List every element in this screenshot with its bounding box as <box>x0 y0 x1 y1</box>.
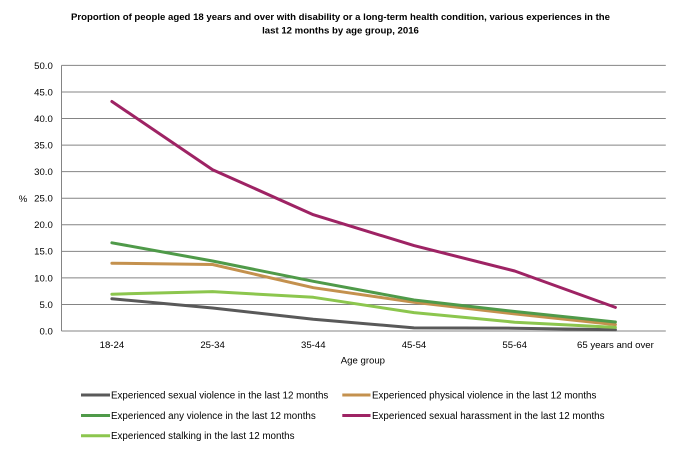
svg-text:45.0: 45.0 <box>34 87 53 98</box>
svg-text:Age group: Age group <box>341 356 385 367</box>
svg-text:5.0: 5.0 <box>39 300 52 311</box>
svg-text:0.0: 0.0 <box>39 326 52 337</box>
svg-text:last 12 months by age group, 2: last 12 months by age group, 2016 <box>262 26 419 37</box>
svg-text:Experienced stalking in the la: Experienced stalking in the last 12 mont… <box>111 431 295 442</box>
svg-text:35.0: 35.0 <box>34 140 53 151</box>
svg-text:25.0: 25.0 <box>34 194 53 205</box>
svg-text:%: % <box>19 194 28 205</box>
svg-text:Experienced sexual harassment: Experienced sexual harassment in the las… <box>372 411 605 422</box>
svg-text:65 years and over: 65 years and over <box>577 340 655 351</box>
svg-text:Experienced sexual violence in: Experienced sexual violence in the last … <box>111 390 328 401</box>
svg-text:Experienced physical violence: Experienced physical violence in the las… <box>372 390 596 401</box>
svg-text:35-44: 35-44 <box>301 340 326 351</box>
svg-text:Experienced any violence in th: Experienced any violence in the last 12 … <box>111 411 316 422</box>
svg-text:25-34: 25-34 <box>200 340 225 351</box>
svg-text:20.0: 20.0 <box>34 220 53 231</box>
svg-text:45-54: 45-54 <box>402 340 427 351</box>
svg-text:30.0: 30.0 <box>34 167 53 178</box>
svg-text:40.0: 40.0 <box>34 114 53 125</box>
svg-text:Proportion of people aged 18 y: Proportion of people aged 18 years and o… <box>71 12 610 23</box>
svg-text:10.0: 10.0 <box>34 273 53 284</box>
svg-text:18-24: 18-24 <box>100 340 125 351</box>
svg-text:15.0: 15.0 <box>34 247 53 258</box>
svg-text:50.0: 50.0 <box>34 61 53 72</box>
svg-text:55-64: 55-64 <box>502 340 527 351</box>
